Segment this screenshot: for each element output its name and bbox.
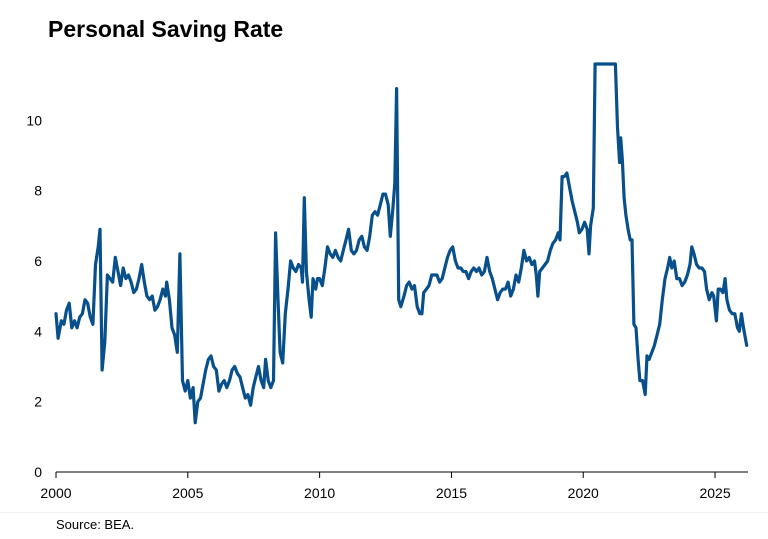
y-tick-label: 6 — [34, 253, 42, 269]
source-note: Source: BEA. — [56, 517, 135, 532]
y-tick-label: 2 — [34, 394, 42, 410]
y-axis: 0 2 4 6 8 10 — [26, 112, 42, 480]
x-tick-label: 2000 — [40, 485, 71, 501]
x-tick-label: 2020 — [568, 485, 599, 501]
x-tick-label: 2010 — [304, 485, 335, 501]
x-axis: 2000 2005 2010 2015 2020 2025 — [40, 471, 748, 501]
chart-title: Personal Saving Rate — [48, 16, 284, 42]
y-tick-label: 4 — [34, 323, 42, 339]
line-chart: 2000 2005 2010 2015 2020 2025 0 2 4 6 8 10 — [26, 62, 749, 501]
y-tick-label: 0 — [34, 464, 42, 480]
x-tick-label: 2005 — [172, 485, 203, 501]
plot-area — [54, 62, 749, 425]
divider — [0, 512, 768, 513]
x-tick-label: 2025 — [699, 485, 730, 501]
y-tick-label: 8 — [34, 183, 42, 199]
series-line-0 — [54, 62, 749, 425]
x-tick-label: 2015 — [436, 485, 467, 501]
y-tick-label: 10 — [26, 112, 42, 128]
